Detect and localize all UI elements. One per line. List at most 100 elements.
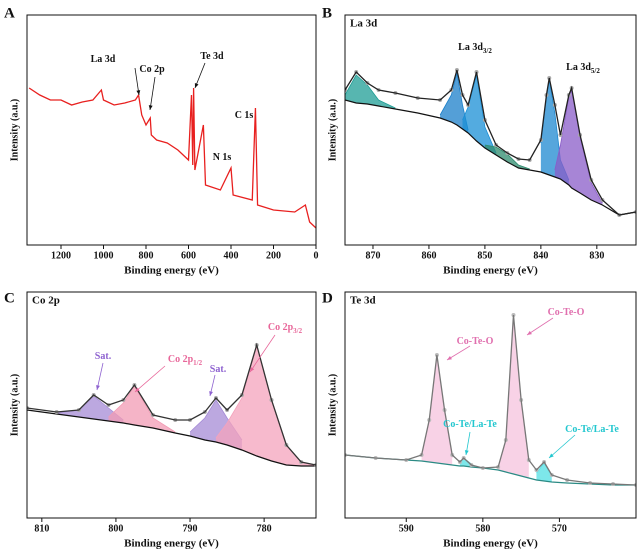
arrow-head [209, 391, 213, 396]
annotation-text: Sat. [95, 351, 112, 362]
x-tick-label: 600 [181, 250, 196, 261]
arrow-head [447, 355, 452, 360]
background-area [27, 410, 316, 518]
arrow-head [464, 450, 469, 455]
x-axis-label: Binding energy (eV) [124, 265, 219, 277]
arrow-head [527, 330, 532, 335]
x-axis-label: Binding energy (eV) [124, 538, 219, 550]
annotation: Co 2p [139, 64, 165, 75]
component-line [345, 74, 396, 109]
panel-label: C [4, 290, 15, 306]
x-tick-label: 1000 [94, 250, 114, 261]
annotation-sub: 5/2 [591, 67, 600, 75]
annotation-text: Sat. [210, 364, 227, 375]
annotation-text: Co 2p [139, 64, 165, 75]
background-line [345, 454, 636, 486]
x-tick-label: 780 [257, 523, 272, 534]
annotation-text: La 3d [566, 62, 591, 73]
annotation-text: C 1s [235, 110, 254, 121]
x-tick-label: 0 [314, 250, 319, 261]
component-line [439, 72, 469, 131]
x-tick-label: 840 [533, 250, 548, 261]
panel-label: B [322, 5, 332, 21]
annotation-arrow [526, 317, 554, 336]
annotation-text: Co 2p [268, 322, 294, 333]
y-axis-label: Intensity (a.u.) [327, 99, 338, 162]
arrow-head [250, 367, 255, 372]
plot [345, 68, 636, 245]
background-area [345, 100, 636, 245]
annotation-text: N 1s [213, 152, 232, 163]
x-axis-label: Binding energy (eV) [443, 265, 538, 277]
annotation: Sat. [210, 364, 227, 375]
envelope-line [345, 69, 636, 216]
annotation-text: Co-Te-O [548, 307, 585, 318]
x-tick-label: 570 [552, 523, 567, 534]
x-tick-label: 590 [399, 523, 414, 534]
plot-frame [26, 14, 317, 246]
annotation: N 1s [213, 152, 232, 163]
plot-frame [344, 14, 637, 246]
x-tick-label: 800 [139, 250, 154, 261]
annotation-arrow [548, 434, 576, 459]
background-area [345, 455, 636, 518]
x-axis-label: Binding energy (eV) [443, 538, 538, 550]
background-line [345, 99, 636, 216]
panel-label: D [322, 290, 333, 306]
x-tick-label: 580 [475, 523, 490, 534]
annotation: Sat. [95, 351, 112, 362]
annotation: Co-Te/La-Te [565, 424, 619, 435]
panel-title: Co 2p [32, 295, 60, 307]
annotation-text: Co 2p [168, 354, 194, 365]
annotation-text: La 3d [458, 42, 483, 53]
annotation: Te 3d [200, 51, 224, 62]
background-line [27, 409, 316, 467]
panel-title: La 3d [350, 18, 377, 30]
panel-label: A [4, 5, 15, 21]
arrow-head [148, 105, 153, 110]
annotation-arrow [249, 334, 276, 373]
plot-frame [26, 291, 317, 519]
annotation-arrow [149, 76, 156, 111]
annotation-text: Co-Te-O [457, 336, 494, 347]
annotation-text: La 3d [91, 54, 116, 65]
annotation-sub: 1/2 [193, 359, 202, 367]
x-tick-label: 870 [365, 250, 380, 261]
annotation: Co-Te/La-Te [443, 419, 497, 430]
y-axis-label: Intensity (a.u.) [9, 99, 20, 162]
annotation-arrow [96, 362, 104, 391]
plot [345, 313, 636, 518]
x-tick-label: 200 [266, 250, 281, 261]
annotation: La 3d3/2 [458, 42, 492, 54]
arrow-head [135, 387, 140, 392]
envelope-line [345, 314, 636, 486]
annotation-text: Co-Te/La-Te [443, 419, 497, 430]
x-tick-label: 810 [34, 523, 49, 534]
y-axis-label: Intensity (a.u.) [9, 374, 20, 437]
x-tick-label: 850 [477, 250, 492, 261]
annotation-arrow [134, 365, 166, 393]
plot [27, 342, 316, 518]
x-tick-label: 830 [589, 250, 604, 261]
x-tick-label: 860 [421, 250, 436, 261]
arrow-head [194, 83, 199, 88]
annotation-sub: 3/2 [483, 47, 492, 55]
envelope-line [28, 87, 316, 229]
x-tick-label: 790 [183, 523, 198, 534]
annotation: La 3d [91, 54, 116, 65]
annotation: La 3d5/2 [566, 62, 600, 74]
x-tick-label: 400 [224, 250, 239, 261]
annotation: Co 2p3/2 [268, 322, 303, 334]
annotation-sub: 3/2 [293, 327, 302, 335]
y-axis-label: Intensity (a.u.) [327, 374, 338, 437]
annotation: Co 2p1/2 [168, 354, 203, 366]
arrow-head [136, 90, 141, 95]
component-area [498, 316, 529, 518]
annotation: C 1s [235, 110, 254, 121]
annotation: Co-Te-O [457, 336, 494, 347]
annotation-text: Co-Te/La-Te [565, 424, 619, 435]
arrow-head [549, 453, 554, 458]
panel-title: Te 3d [350, 295, 376, 307]
plot [28, 87, 316, 229]
